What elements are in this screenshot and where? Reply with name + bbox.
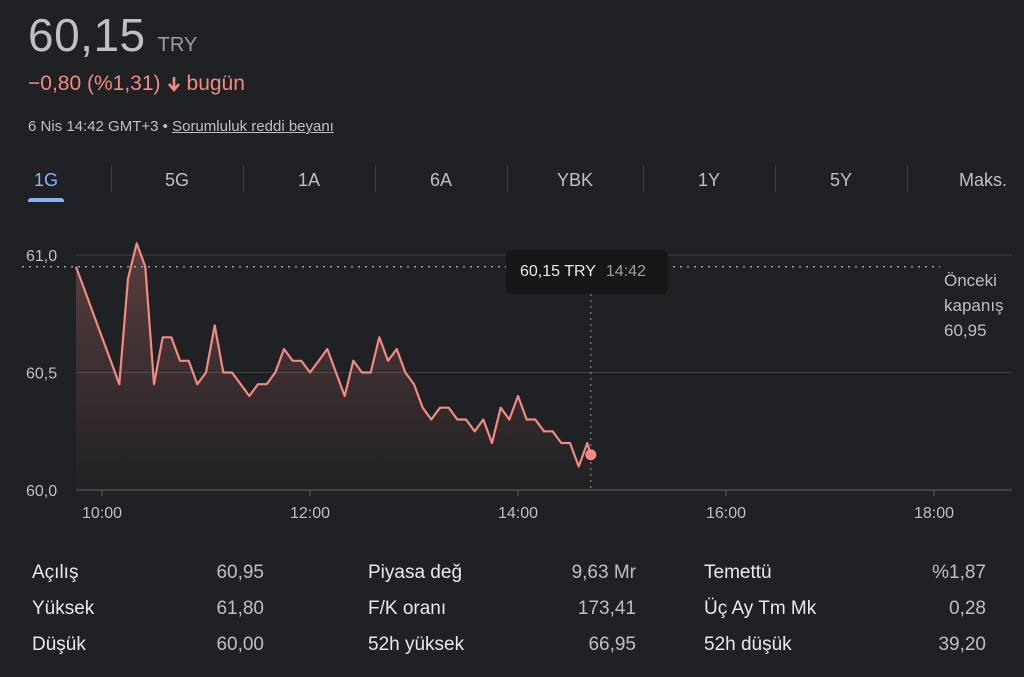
stat-label: Piyasa değ <box>368 562 463 583</box>
x-tick-label: 10:00 <box>82 505 122 522</box>
price-change: −0,80 (%1,31) bugün <box>28 72 245 96</box>
arrow-down-icon <box>167 75 181 93</box>
currency-code: TRY <box>157 34 198 56</box>
stat-value: 61,80 <box>216 598 264 619</box>
stat-value: 60,00 <box>216 634 264 655</box>
current-point-marker <box>585 449 597 461</box>
y-tick-label: 60,0 <box>26 483 57 500</box>
stat-label: F/K oranı <box>368 598 447 619</box>
tab-6a[interactable]: 6A <box>429 169 453 190</box>
separator-dot: • <box>162 118 168 135</box>
range-tabs: 1G 5G 1A 6A YBK 1Y 5Y Maks. <box>0 162 1024 202</box>
tab-maks[interactable]: Maks. <box>958 169 1007 190</box>
stat-value: 66,95 <box>588 634 636 655</box>
quote-meta: 6 Nis 14:42 GMT+3 • Sorumluluk reddi bey… <box>28 118 334 135</box>
tab-divider <box>907 166 908 192</box>
tab-divider <box>507 166 508 192</box>
stat-value: 39,20 <box>938 634 986 655</box>
change-value: −0,80 (%1,31) <box>28 72 161 95</box>
tab-divider <box>375 166 376 192</box>
x-tick-label: 12:00 <box>290 505 330 522</box>
previous-close-value: 60,95 <box>944 321 987 340</box>
tab-5g[interactable]: 5G <box>164 169 189 190</box>
x-tick-label: 18:00 <box>914 505 954 522</box>
previous-close-label: Önceki kapanış 60,95 <box>944 268 1004 343</box>
tab-1g[interactable]: 1G <box>33 169 58 190</box>
stat-value: 9,63 Mr <box>571 562 636 583</box>
y-tick-label: 61,0 <box>26 248 57 265</box>
stat-label: Üç Ay Tm Mk <box>704 598 817 619</box>
tab-divider <box>243 166 244 192</box>
tooltip-price: 60,15 TRY <box>520 263 596 280</box>
price-line <box>74 242 592 468</box>
timestamp: 6 Nis 14:42 GMT+3 <box>28 118 159 135</box>
stat-label: Temettü <box>704 562 772 583</box>
stat-value: 173,41 <box>577 598 636 619</box>
x-tick-label: 14:00 <box>498 505 538 522</box>
tab-divider <box>643 166 644 192</box>
stat-label: 52h düşük <box>704 634 792 655</box>
previous-close-text-1: Önceki <box>944 271 997 290</box>
stat-label: Düşük <box>32 634 86 655</box>
tab-divider <box>111 166 112 192</box>
tab-ybk[interactable]: YBK <box>556 169 594 190</box>
stat-value: 60,95 <box>216 562 264 583</box>
stat-value: %1,87 <box>932 562 986 583</box>
price-header: 60,15 TRY <box>28 8 197 62</box>
tab-1a[interactable]: 1A <box>297 169 321 190</box>
tooltip-time: 14:42 <box>605 263 646 280</box>
price-chart[interactable]: 61,0 60,5 60,0 10:00 12:00 14:00 16:00 18:00 <box>0 210 1024 540</box>
current-price: 60,15 <box>28 9 146 61</box>
disclaimer-link[interactable]: Sorumluluk reddi beyanı <box>172 118 334 135</box>
tab-5y[interactable]: 5Y <box>829 169 853 190</box>
price-tooltip: 60,15 TRY 14:42 <box>506 250 668 294</box>
stat-label: Yüksek <box>32 598 95 619</box>
active-tab-indicator <box>28 198 64 202</box>
stat-value: 0,28 <box>949 598 986 619</box>
stat-label: 52h yüksek <box>368 634 465 655</box>
previous-close-text-2: kapanış <box>944 296 1004 315</box>
tab-divider <box>775 166 776 192</box>
tab-1y[interactable]: 1Y <box>697 169 721 190</box>
x-tick-label: 16:00 <box>706 505 746 522</box>
change-period: bugün <box>186 72 245 95</box>
stat-label: Açılış <box>32 562 79 583</box>
y-tick-label: 60,5 <box>26 366 57 383</box>
